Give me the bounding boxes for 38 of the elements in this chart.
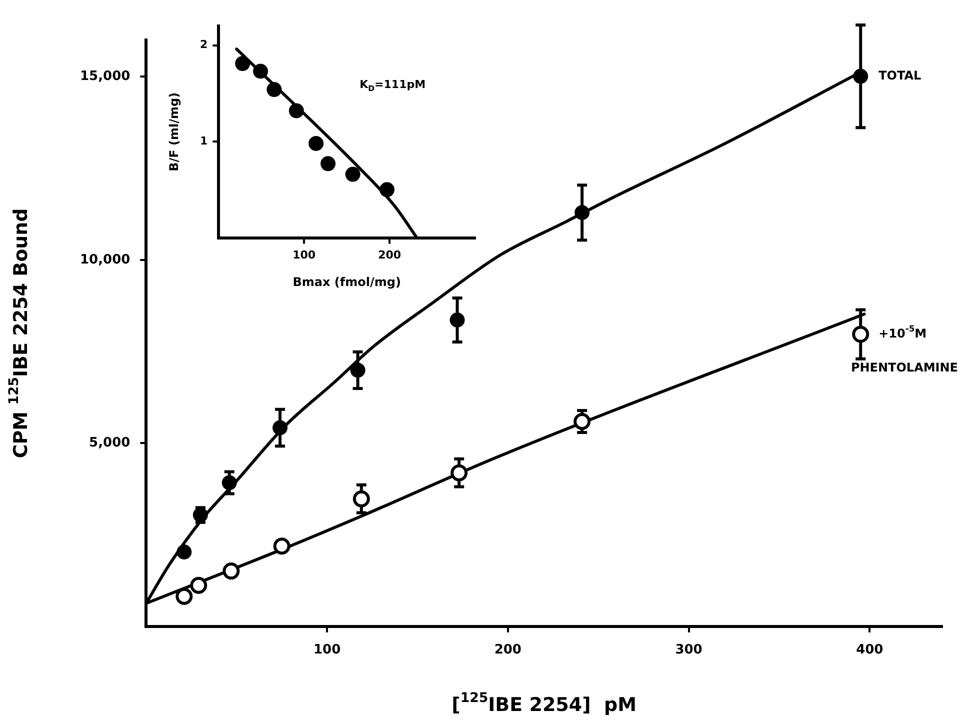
x-axis-title: Bmax (fmol/mg) <box>292 275 401 290</box>
point <box>450 312 465 328</box>
point <box>352 490 370 508</box>
point <box>350 362 366 378</box>
point <box>273 538 290 555</box>
series-label: TOTAL <box>878 68 922 82</box>
point <box>222 562 240 580</box>
x-tick-label: 400 <box>856 642 884 658</box>
point <box>176 544 192 560</box>
y-axis-title: B/F (ml/mg) <box>167 92 182 172</box>
x-tick-label: 100 <box>313 642 341 658</box>
point <box>852 326 870 343</box>
x-tick-label: 100 <box>292 248 316 262</box>
y-tick-label: 5,000 <box>89 436 130 451</box>
y-tick-label: 1 <box>200 134 208 148</box>
point <box>574 413 591 430</box>
point <box>222 475 237 490</box>
x-tick-label: 200 <box>378 248 402 262</box>
y-axis-title: CPM 125IBE 2254 Bound <box>6 208 32 458</box>
x-tick-label: 200 <box>494 642 522 658</box>
point <box>235 56 250 72</box>
y-tick-label: 15,000 <box>80 69 130 84</box>
point <box>450 464 468 482</box>
point <box>345 166 360 182</box>
point <box>320 156 336 172</box>
y-tick-label: 10,000 <box>80 252 130 268</box>
point <box>272 420 288 436</box>
point <box>176 588 193 605</box>
point <box>379 182 394 198</box>
point <box>853 68 868 84</box>
point <box>253 64 268 79</box>
point <box>574 205 590 220</box>
y-tick-label: 2 <box>200 38 208 52</box>
point <box>288 103 304 118</box>
point <box>308 136 324 151</box>
point <box>266 82 282 98</box>
point <box>190 576 208 594</box>
x-tick-label: 300 <box>675 642 702 658</box>
